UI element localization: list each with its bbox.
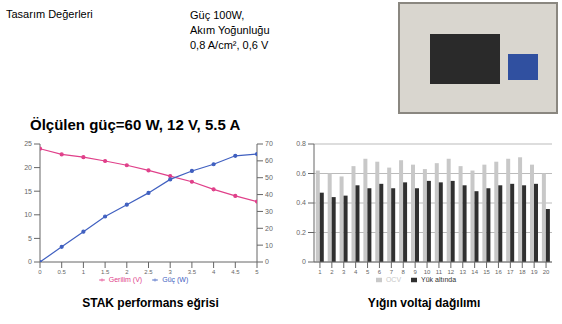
html-text:Ölçülen güç=60 W, 12 V, 5.5 A: Ölçülen güç=60 W, 12 V, 5.5 A bbox=[30, 116, 241, 133]
svg-text:2: 2 bbox=[330, 269, 334, 275]
html-text:Güç (W): Güç (W) bbox=[162, 276, 189, 283]
svg-text:0: 0 bbox=[38, 269, 42, 275]
svg-text:12: 12 bbox=[448, 269, 455, 275]
svg-text:25: 25 bbox=[24, 140, 32, 147]
svg-text:0.6: 0.6 bbox=[296, 170, 306, 177]
svg-text:0.4: 0.4 bbox=[296, 199, 306, 206]
svg-text:0: 0 bbox=[302, 258, 306, 265]
svg-text:15: 15 bbox=[483, 269, 490, 275]
html-text:STAK performans eğrisi: STAK performans eğrisi bbox=[82, 296, 219, 310]
svg-text:60: 60 bbox=[265, 157, 273, 164]
svg-text:15: 15 bbox=[24, 188, 32, 195]
svg-text:5: 5 bbox=[28, 235, 32, 242]
svg-text:13: 13 bbox=[459, 269, 466, 275]
html-text:Güç 100W,: Güç 100W, bbox=[190, 9, 245, 21]
svg-text:40: 40 bbox=[265, 191, 273, 198]
svg-text:10: 10 bbox=[24, 211, 32, 218]
svg-text:7: 7 bbox=[390, 269, 394, 275]
svg-text:3.5: 3.5 bbox=[188, 269, 197, 275]
html-text:Yük altında: Yük altında bbox=[421, 276, 457, 283]
svg-text:6: 6 bbox=[378, 269, 382, 275]
svg-text:4: 4 bbox=[212, 269, 216, 275]
svg-text:0.5: 0.5 bbox=[58, 269, 67, 275]
svg-text:20: 20 bbox=[24, 164, 32, 171]
svg-text:4.5: 4.5 bbox=[231, 269, 240, 275]
svg-text:20: 20 bbox=[265, 225, 273, 232]
svg-text:10: 10 bbox=[265, 242, 273, 249]
svg-text:4: 4 bbox=[354, 269, 358, 275]
svg-text:8: 8 bbox=[402, 269, 406, 275]
html-text:Yığın voltaj dağılımı: Yığın voltaj dağılımı bbox=[367, 296, 481, 310]
svg-text:17: 17 bbox=[507, 269, 514, 275]
svg-text:20: 20 bbox=[543, 269, 550, 275]
svg-text:0: 0 bbox=[28, 258, 32, 265]
svg-text:50: 50 bbox=[265, 174, 273, 181]
svg-text:3: 3 bbox=[169, 269, 173, 275]
svg-text:19: 19 bbox=[531, 269, 538, 275]
html-text:Tasarım Değerleri: Tasarım Değerleri bbox=[6, 8, 93, 20]
svg-text:30: 30 bbox=[265, 208, 273, 215]
svg-text:0.8: 0.8 bbox=[296, 140, 306, 147]
svg-text:2.5: 2.5 bbox=[144, 269, 153, 275]
svg-text:10: 10 bbox=[424, 269, 431, 275]
svg-text:5: 5 bbox=[366, 269, 370, 275]
svg-text:14: 14 bbox=[471, 269, 478, 275]
svg-text:1: 1 bbox=[318, 269, 322, 275]
html-text:Gerilim (V): Gerilim (V) bbox=[108, 276, 143, 283]
svg-text:18: 18 bbox=[519, 269, 526, 275]
svg-text:3: 3 bbox=[342, 269, 346, 275]
html-text:Akım Yoğunluğu: Akım Yoğunluğu bbox=[190, 24, 270, 36]
html-text:OCV: OCV bbox=[385, 276, 402, 283]
svg-text:11: 11 bbox=[436, 269, 443, 275]
svg-text:0: 0 bbox=[265, 258, 269, 265]
svg-text:5: 5 bbox=[255, 269, 259, 275]
svg-text:9: 9 bbox=[413, 269, 417, 275]
svg-text:0.2: 0.2 bbox=[296, 229, 306, 236]
svg-text:1: 1 bbox=[82, 269, 86, 275]
svg-text:70: 70 bbox=[265, 140, 273, 147]
svg-text:16: 16 bbox=[495, 269, 502, 275]
html-text:0,8 A/cm², 0,6 V: 0,8 A/cm², 0,6 V bbox=[190, 39, 269, 51]
svg-text:2: 2 bbox=[125, 269, 129, 275]
svg-text:1.5: 1.5 bbox=[101, 269, 110, 275]
